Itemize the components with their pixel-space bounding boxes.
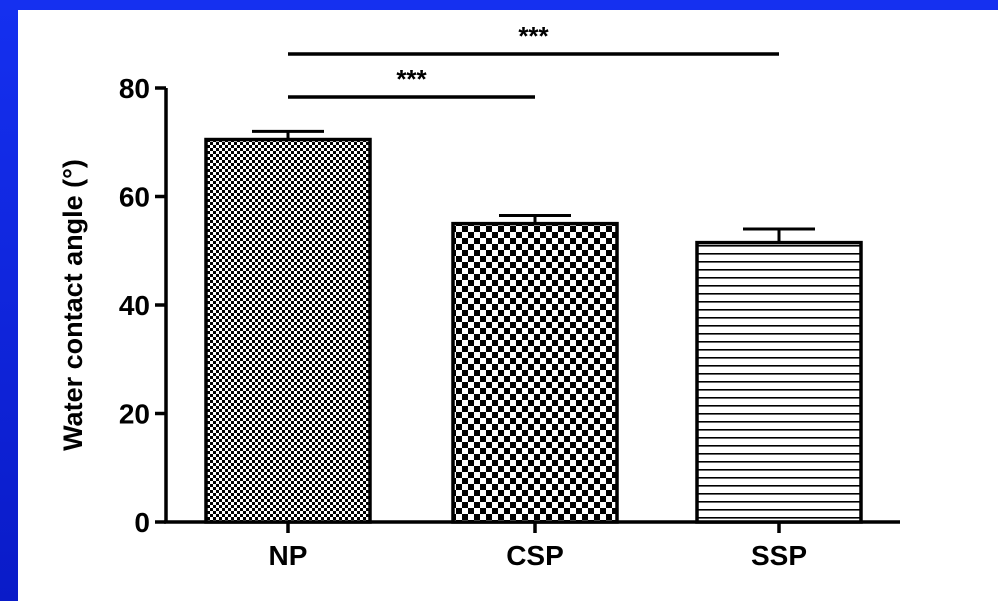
x-tick-label: CSP [506,540,564,571]
bar-chart: 0 20 40 60 80 NP CSP SSP *** *** Water contact … [58,21,900,571]
y-tick-label: 40 [119,290,150,321]
y-tick-label: 60 [119,182,150,213]
error-bars [252,129,815,243]
y-tick-label: 20 [119,399,150,430]
significance-label: *** [396,64,427,94]
y-tick-label: 0 [134,507,150,538]
x-tick-label: SSP [751,540,807,571]
bar-ssp [695,240,863,524]
significance-label: *** [518,21,549,51]
bars [204,137,863,524]
bar-np [204,137,372,524]
x-tick-label: NP [269,540,308,571]
y-axis-title: Water contact angle (°) [58,159,88,451]
bar-csp [451,221,619,524]
y-tick-label: 80 [119,73,150,104]
chart-panel: 0 20 40 60 80 NP CSP SSP *** *** Water contact … [18,10,998,601]
x-axis: NP CSP SSP [164,520,900,571]
significance-brackets: *** *** [288,21,779,99]
y-axis: 0 20 40 60 80 [119,73,168,538]
